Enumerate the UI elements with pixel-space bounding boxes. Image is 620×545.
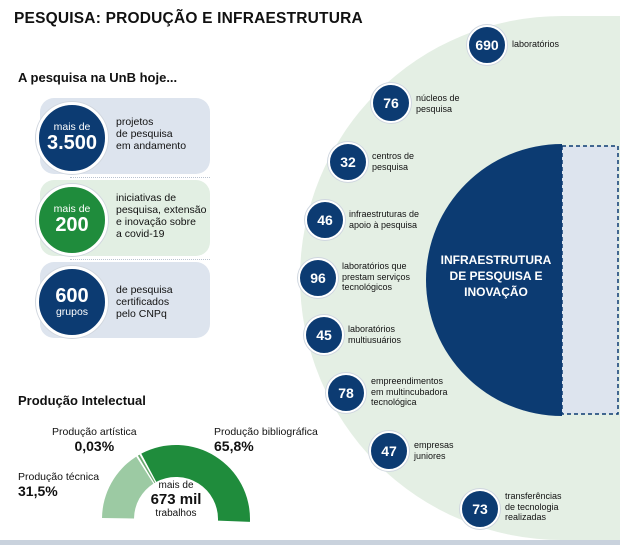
infrastructure-label-line-2: DE PESQUISA E [449,269,543,283]
node-value: 690 [475,37,499,53]
donut-center-value: 673 mil [150,491,202,508]
node-label-servicos: laboratórios que prestam serviços tecnol… [342,261,410,293]
stat-prefix: mais de [53,203,91,215]
node-empreendimentos: 78 [326,373,366,413]
node-empresas: 47 [369,431,409,471]
node-label-line: apoio à pesquisa [349,219,418,230]
node-value: 46 [317,212,333,228]
node-label-line: pesquisa [372,161,409,172]
node-label-line: laboratórios que [342,261,407,271]
node-nucleos: 76 [371,83,411,123]
node-value: 96 [310,270,326,286]
node-label-line: de tecnologia [505,501,559,512]
donut-center-label: mais de 673 mil trabalhos [136,480,216,519]
production-donut-chart [102,444,250,522]
node-label-line: tecnológica [371,397,417,407]
divider [70,259,210,260]
node-label-line: empreendimentos [371,376,444,386]
infrastructure-label-line-3: INOVAÇÃO [464,285,528,299]
footer-bar [0,540,620,545]
stat-desc-line: pesquisa, extensão [116,204,207,216]
node-label-line: em multincubadora [371,386,448,397]
node-label-line: centros de [372,151,415,161]
node-transferencias: 73 [460,489,500,529]
node-servicos: 96 [298,258,338,298]
divider [70,177,210,178]
node-centros: 32 [328,142,368,182]
segment-name: Produção bibliográfica [214,426,318,438]
node-label-line: realizadas [505,512,547,522]
stat-desc-line: iniciativas de [116,192,177,204]
stat-desc-projects: projetos de pesquisa em andamento [116,116,216,152]
node-value: 78 [338,385,354,401]
segment-name: Produção artística [52,426,137,438]
infrastructure-dashed-box [561,145,619,415]
stat-desc-line: em andamento [116,140,187,152]
node-label-line: pesquisa [416,103,453,114]
node-label-line: empresas [414,440,454,450]
label-technical: Produção técnica 31,5% [18,471,99,499]
node-value: 32 [340,154,356,170]
stat-desc-line: pelo CNPq [116,308,167,320]
stat-suffix: grupos [55,306,89,318]
segment-value: 0,03% [74,438,115,454]
node-label-line: núcleos de [416,93,460,103]
node-label-line: laboratórios [348,324,396,334]
node-value: 73 [472,501,488,517]
node-infraestruturas: 46 [305,200,345,240]
stat-circle-covid: mais de 200 [36,184,108,256]
node-label-line: prestam serviços [342,271,411,282]
stat-prefix: mais de [53,121,91,133]
node-label-laboratorios: laboratórios [512,39,559,50]
node-label-infraestruturas: infraestruturas de apoio à pesquisa [349,209,419,230]
node-label-line: infraestruturas de [349,209,420,219]
infrastructure-half-circle [426,144,562,416]
node-label-empresas: empresas juniores [414,440,454,461]
stat-circle-projects: mais de 3.500 [36,102,108,174]
stat-value: 600 [55,285,89,307]
production-title: Produção Intelectual [18,393,146,408]
node-label-transferencias: transferências de tecnologia realizadas [505,491,562,523]
stat-desc-line: e inovação sobre [116,216,196,228]
infrastructure-label: INFRAESTRUTURA DE PESQUISA E INOVAÇÃO [432,252,560,300]
node-label-line: tecnológicos [342,282,393,292]
segment-value: 65,8% [214,438,254,454]
segment-value: 31,5% [18,483,58,499]
stat-value: 3.500 [46,132,98,154]
donut-center-prefix: mais de [158,480,194,491]
node-multiusuarios: 45 [304,315,344,355]
stat-circle-groups: 600 grupos [36,266,108,338]
node-label-empreendimentos: empreendimentos em multincubadora tecnol… [371,376,448,408]
donut-center-suffix: trabalhos [155,508,197,519]
segment-name: Produção técnica [18,471,100,483]
stat-desc-covid: iniciativas de pesquisa, extensão e inov… [116,192,216,240]
page-title: PESQUISA: PRODUÇÃO E INFRAESTRUTURA [14,10,363,27]
node-label-nucleos: núcleos de pesquisa [416,93,460,114]
node-value: 45 [316,327,332,343]
stat-value: 200 [55,214,89,236]
stat-desc-line: certificados [116,296,170,308]
label-bibliographic: Produção bibliográfica 65,8% [214,426,318,454]
node-label-line: laboratórios [512,39,560,49]
node-label-line: transferências [505,491,562,501]
segment-technical [102,456,154,519]
node-value: 47 [381,443,397,459]
stat-desc-line: projetos [116,116,154,128]
label-artistic: Produção artística 0,03% [52,426,137,454]
node-value: 76 [383,95,399,111]
node-label-line: juniores [414,450,446,461]
stat-desc-groups: de pesquisa certificados pelo CNPq [116,284,216,320]
segment-bibliographic [141,444,250,522]
infrastructure-label-line-1: INFRAESTRUTURA [440,253,552,267]
node-label-multiusuarios: laboratórios multiusuários [348,324,401,345]
node-label-line: multiusuários [348,334,402,345]
stat-desc-line: de pesquisa [116,284,173,296]
stat-desc-line: de pesquisa [116,128,173,140]
stat-desc-line: a covid-19 [116,228,165,240]
node-label-centros: centros de pesquisa [372,151,414,172]
node-laboratorios: 690 [467,25,507,65]
research-subtitle: A pesquisa na UnB hoje... [18,70,178,85]
segment-artistic [137,454,156,483]
